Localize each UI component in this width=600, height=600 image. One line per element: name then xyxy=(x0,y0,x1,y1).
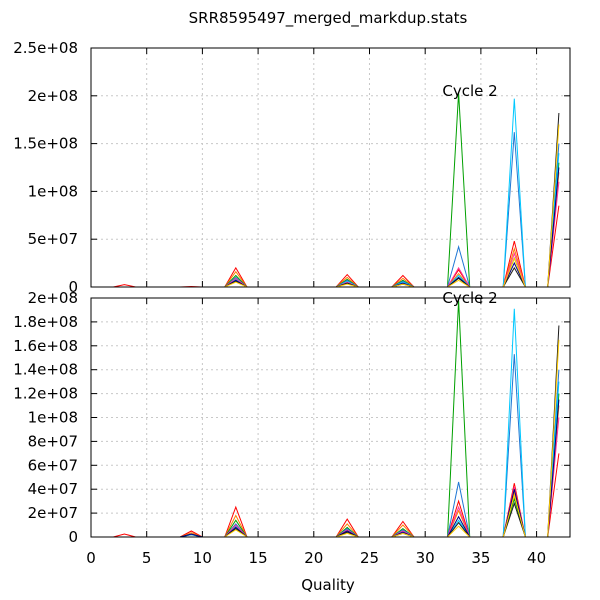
top-y-tick-label: 2.5e+08 xyxy=(13,39,78,57)
bottom-y-tick-label: 8e+07 xyxy=(28,432,78,450)
top-y-tick-label: 1.5e+08 xyxy=(13,135,78,153)
x-axis-label: Quality xyxy=(301,576,355,594)
bottom-x-tick-label: 10 xyxy=(193,549,212,567)
top-series xyxy=(113,92,560,288)
bottom-series-line xyxy=(224,308,560,538)
top-y-tick-label: 0 xyxy=(68,278,78,296)
bottom-x-tick-label: 30 xyxy=(416,549,435,567)
top-ticks: 0 5e+07 1e+08 1.5e+08 2e+08 2.5e+08 xyxy=(13,39,570,296)
top-y-tick-label: 5e+07 xyxy=(28,230,78,248)
bottom-x-tick-label: 35 xyxy=(471,549,490,567)
bottom-y-tick-label: 1.2e+08 xyxy=(13,385,78,403)
top-panel: 0 5e+07 1e+08 1.5e+08 2e+08 2.5e+08 Cycle 2 xyxy=(13,39,571,296)
bottom-y-tick-label: 1e+08 xyxy=(28,409,78,427)
bottom-y-tick-label: 6e+07 xyxy=(28,456,78,474)
bottom-series-line xyxy=(179,405,560,538)
bottom-x-tick-label: 0 xyxy=(86,549,96,567)
bottom-series-line xyxy=(113,453,560,538)
top-cycle-annotation: Cycle 2 xyxy=(442,82,497,100)
bottom-grid xyxy=(91,298,570,537)
bottom-y-tick-label: 0 xyxy=(68,528,78,546)
bottom-series xyxy=(113,300,560,538)
bottom-x-tick-label: 15 xyxy=(249,549,268,567)
chart-title: SRR8595497_merged_markdup.stats xyxy=(189,9,468,28)
bottom-y-tick-label: 2e+08 xyxy=(28,289,78,307)
bottom-x-tick-label: 40 xyxy=(527,549,546,567)
bottom-x-tick-label: 20 xyxy=(304,549,323,567)
bottom-x-tick-label: 25 xyxy=(360,549,379,567)
bottom-y-tick-label: 1.8e+08 xyxy=(13,313,78,331)
bottom-ticks: 0 2e+07 4e+07 6e+07 8e+07 1e+08 1.2e+08 1.4e+08… xyxy=(13,289,570,567)
bottom-x-tick-label: 5 xyxy=(142,549,152,567)
top-series-line xyxy=(224,98,560,288)
bottom-y-tick-label: 4e+07 xyxy=(28,480,78,498)
bottom-y-tick-label: 1.4e+08 xyxy=(13,361,78,379)
top-series-line xyxy=(113,205,560,288)
top-plot-frame xyxy=(90,47,571,288)
bottom-panel: 0 2e+07 4e+07 6e+07 8e+07 1e+08 1.2e+08 1.4e+08… xyxy=(13,289,571,567)
top-grid xyxy=(91,48,570,287)
bottom-y-tick-label: 2e+07 xyxy=(28,504,78,522)
top-y-tick-label: 2e+08 xyxy=(28,87,78,105)
bottom-y-tick-label: 1.6e+08 xyxy=(13,337,78,355)
bottom-cycle-annotation: Cycle 2 xyxy=(442,289,497,307)
top-y-tick-label: 1e+08 xyxy=(28,182,78,200)
